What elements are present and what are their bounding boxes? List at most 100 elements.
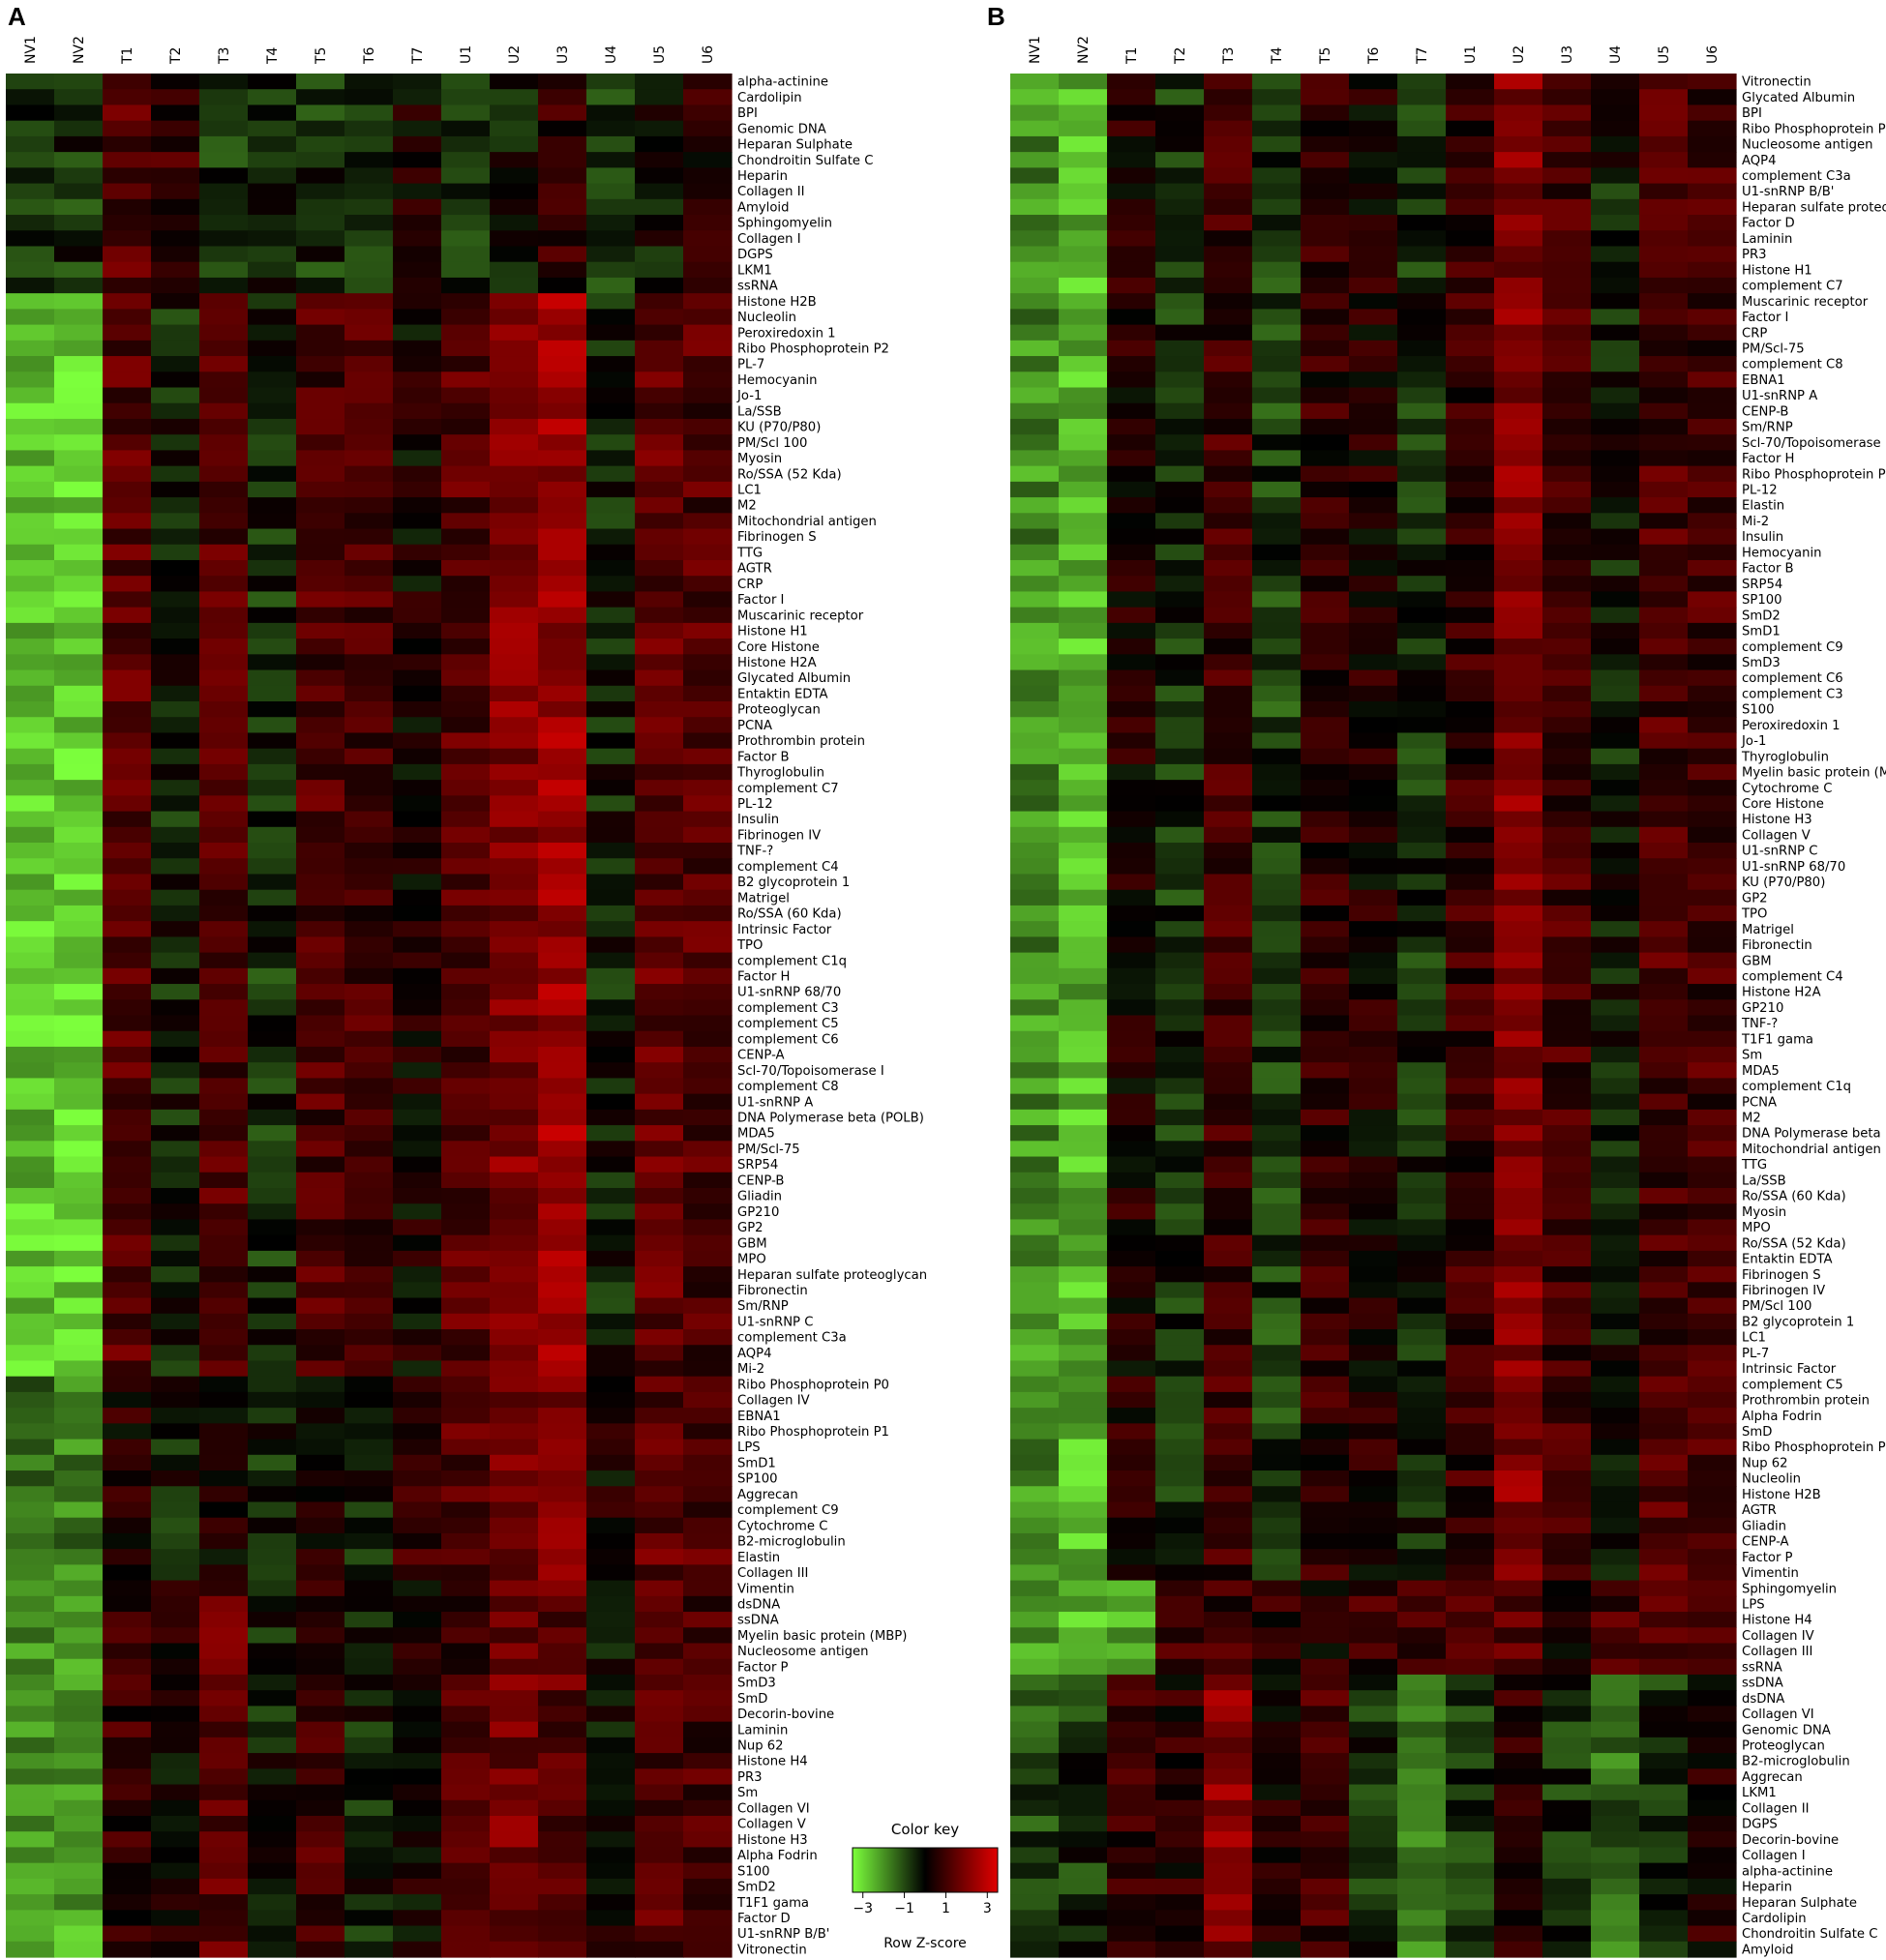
heatmap-cell	[248, 685, 297, 702]
heatmap-cell	[151, 1658, 200, 1676]
heatmap-cell	[6, 183, 55, 200]
heatmap-cell	[1349, 1612, 1398, 1628]
heatmap-cell	[441, 89, 491, 106]
heatmap-cell	[103, 967, 152, 985]
heatmap-cell	[1107, 387, 1156, 404]
heatmap-cell	[6, 1297, 55, 1315]
heatmap-cell	[151, 544, 200, 561]
heatmap-cell	[683, 293, 733, 310]
heatmap-cell	[441, 1627, 491, 1645]
row-label: GBM	[737, 1236, 767, 1251]
heatmap-cell	[441, 811, 491, 828]
heatmap-cell	[103, 999, 152, 1017]
row-label: alpha-actinine	[1742, 1864, 1833, 1879]
heatmap-cell	[1542, 1643, 1592, 1660]
heatmap-cell	[1107, 1234, 1156, 1252]
row-label: Muscarinic receptor	[1742, 295, 1869, 310]
heatmap-cell	[151, 1784, 200, 1801]
heatmap-cell	[1252, 967, 1302, 985]
heatmap-cell	[441, 1501, 491, 1519]
heatmap-cell	[586, 1643, 636, 1660]
heatmap-cell	[151, 717, 200, 734]
heatmap-cell	[248, 1501, 297, 1519]
heatmap-cell	[296, 952, 345, 969]
heatmap-cell	[103, 1156, 152, 1173]
heatmap-a-cells	[6, 74, 733, 1958]
heatmap-cell	[296, 1156, 345, 1173]
heatmap-cell	[1204, 277, 1253, 294]
heatmap-cell	[1397, 1125, 1447, 1142]
heatmap-cell	[683, 1721, 733, 1738]
heatmap-cell	[151, 826, 200, 844]
heatmap-cell	[151, 1093, 200, 1111]
heatmap-cell	[683, 780, 733, 796]
heatmap-cell	[683, 669, 733, 687]
heatmap-cell	[1107, 1203, 1156, 1221]
heatmap-cell	[538, 921, 587, 937]
heatmap-cell	[296, 780, 345, 796]
heatmap-cell	[1397, 1894, 1447, 1911]
heatmap-cell	[1397, 1753, 1447, 1769]
heatmap-cell	[586, 1627, 636, 1645]
heatmap-cell	[441, 513, 491, 530]
heatmap-cell	[1010, 1549, 1060, 1565]
heatmap-cell	[1010, 513, 1060, 530]
heatmap-cell	[538, 481, 587, 498]
heatmap-cell	[683, 685, 733, 702]
heatmap-cell	[103, 1109, 152, 1126]
heatmap-cell	[1204, 984, 1253, 1000]
heatmap-cell	[1059, 402, 1108, 420]
heatmap-cell	[296, 1862, 345, 1880]
heatmap-cell	[344, 1046, 394, 1063]
heatmap-cell	[1252, 104, 1302, 122]
heatmap-cell	[1446, 984, 1495, 1000]
heatmap-cell	[1688, 1486, 1737, 1503]
heatmap-cell	[1155, 701, 1205, 718]
row-label: SmD2	[737, 1881, 776, 1895]
heatmap-cell	[1542, 576, 1592, 593]
heatmap-cell	[441, 763, 491, 781]
heatmap-cell	[1397, 465, 1447, 483]
heatmap-cell	[1349, 371, 1398, 389]
heatmap-cell	[635, 874, 684, 891]
heatmap-cell	[1204, 198, 1253, 216]
heatmap-cell	[54, 371, 104, 389]
heatmap-cell	[1639, 685, 1689, 702]
heatmap-cell	[1397, 215, 1447, 231]
heatmap-cell	[393, 1706, 442, 1723]
heatmap-cell	[1107, 967, 1156, 985]
heatmap-cell	[1591, 450, 1640, 467]
heatmap-cell	[441, 152, 491, 168]
heatmap-cell	[1542, 120, 1592, 137]
heatmap-cell	[1349, 1517, 1398, 1534]
heatmap-cell	[441, 1172, 491, 1189]
heatmap-cell	[393, 763, 442, 781]
row-label: PL-12	[1742, 484, 1778, 498]
heatmap-cell	[1349, 277, 1398, 294]
heatmap-cell	[1446, 1501, 1495, 1519]
row-label: Heparin	[737, 169, 788, 184]
heatmap-cell	[1591, 858, 1640, 876]
heatmap-cell	[248, 654, 297, 671]
row-label: complement C3	[737, 1001, 839, 1016]
heatmap-cell	[248, 1015, 297, 1032]
heatmap-cell	[151, 1313, 200, 1330]
heatmap-cell	[248, 1187, 297, 1204]
heatmap-cell	[54, 1737, 104, 1754]
heatmap-cell	[1204, 1376, 1253, 1393]
heatmap-cell	[1010, 434, 1060, 452]
heatmap-cell	[1252, 591, 1302, 609]
heatmap-cell	[344, 1156, 394, 1173]
heatmap-cell	[393, 120, 442, 137]
heatmap-cell	[248, 1345, 297, 1362]
heatmap-cell	[199, 905, 249, 922]
heatmap-cell	[344, 513, 394, 530]
heatmap-cell	[586, 1156, 636, 1173]
heatmap-cell	[344, 576, 394, 593]
heatmap-cell	[1397, 1439, 1447, 1456]
heatmap-cell	[54, 418, 104, 435]
row-label: Nucleosome antigen	[1742, 138, 1873, 153]
heatmap-cell	[1204, 1015, 1253, 1032]
